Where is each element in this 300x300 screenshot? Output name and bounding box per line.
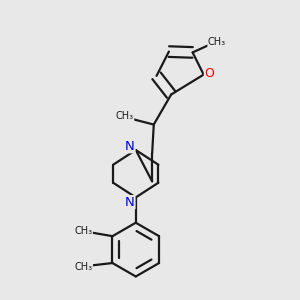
Text: CH₃: CH₃ — [74, 226, 92, 236]
Text: N: N — [125, 196, 135, 209]
Text: CH₃: CH₃ — [116, 111, 134, 121]
Text: CH₃: CH₃ — [208, 37, 226, 47]
Text: CH₃: CH₃ — [74, 262, 92, 272]
Text: N: N — [125, 140, 135, 153]
Text: O: O — [204, 67, 214, 80]
